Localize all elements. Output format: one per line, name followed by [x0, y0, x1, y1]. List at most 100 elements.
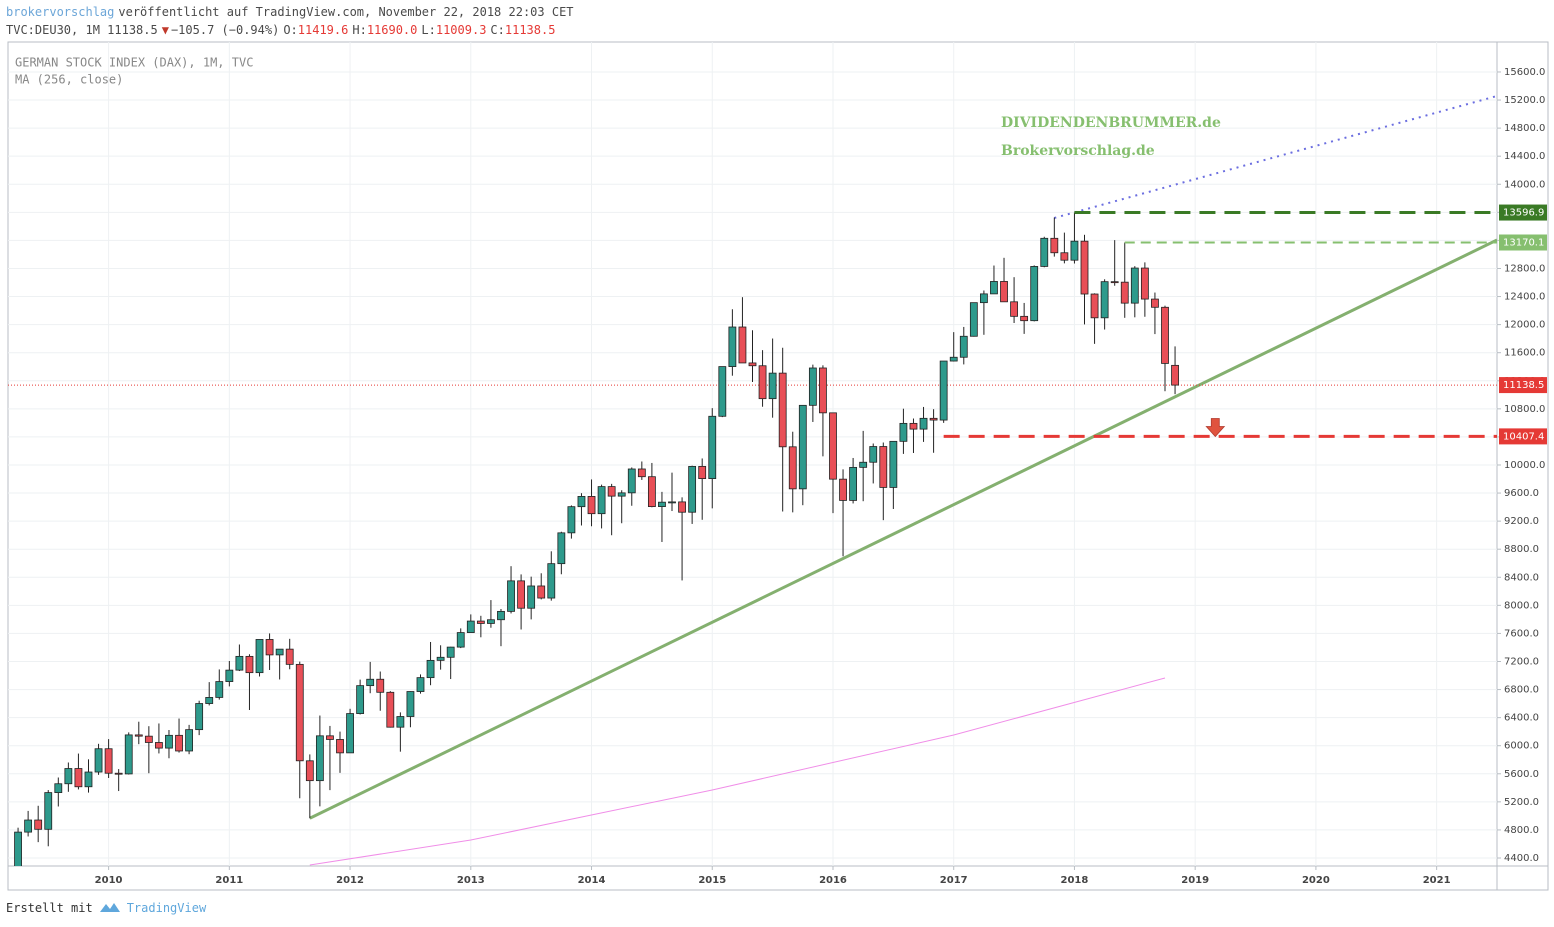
y-tick-label: 12000.0 — [1504, 320, 1545, 331]
candle-body — [788, 446, 797, 490]
candle-body — [969, 302, 978, 337]
x-tick-label: 2021 — [1423, 875, 1451, 886]
candle-body — [1010, 301, 1018, 317]
candle-body — [748, 362, 757, 367]
candle-body — [990, 281, 998, 295]
y-tick-label: 11600.0 — [1504, 348, 1545, 359]
candle-body — [295, 663, 304, 762]
candle-body — [979, 293, 988, 304]
watermark: DIVIDENDENBRUMMER.de — [1001, 115, 1221, 131]
legend-ma: MA (256, close) — [15, 73, 123, 87]
candle-body — [114, 772, 123, 775]
candle-body — [1130, 267, 1139, 304]
candle-body — [567, 506, 576, 534]
candle-body — [416, 677, 425, 692]
legend-symbol: GERMAN STOCK INDEX (DAX), 1M, TVC — [15, 56, 253, 70]
author[interactable]: brokervorschlag — [6, 5, 115, 19]
x-tick-label: 2012 — [336, 875, 364, 886]
candle-body — [1161, 306, 1169, 364]
candle-body — [305, 760, 314, 782]
candle-body — [728, 326, 737, 367]
y-tick-label: 7200.0 — [1504, 656, 1539, 667]
level-label: 13170.1 — [1503, 238, 1544, 249]
candle-body — [1100, 281, 1109, 319]
candle-body — [205, 697, 214, 704]
candle-body — [909, 422, 918, 430]
candle-body — [819, 367, 827, 414]
candle-body — [778, 372, 787, 448]
candle-body — [336, 739, 344, 754]
candle-body — [215, 681, 224, 698]
candle-body — [1050, 237, 1059, 254]
candle-body — [275, 648, 284, 656]
plot — [8, 95, 1497, 866]
candle-body — [758, 365, 767, 400]
published: veröffentlicht auf TradingView.com, Nove… — [118, 5, 574, 19]
x-tick-label: 2018 — [1061, 875, 1089, 886]
y-tick-label: 9600.0 — [1504, 488, 1539, 499]
y-tick-label: 5200.0 — [1504, 797, 1539, 808]
change: −105.7 (−0.94%) — [170, 23, 280, 37]
candle-body — [497, 610, 505, 621]
y-tick-label: 14800.0 — [1504, 123, 1545, 134]
y-tick-label: 6400.0 — [1504, 713, 1539, 724]
candle-body — [195, 703, 204, 731]
y-tick-label: 15200.0 — [1504, 95, 1545, 106]
y-tick-label: 8000.0 — [1504, 600, 1539, 611]
x-tick-label: 2014 — [578, 875, 606, 886]
candle-body — [74, 768, 83, 788]
l-value: 11009.3 — [435, 23, 487, 37]
chart-frame — [7, 41, 1549, 891]
candle-body — [1171, 364, 1179, 386]
candle-body — [255, 639, 264, 674]
level-label-box — [1499, 428, 1547, 445]
candle-body — [436, 656, 445, 661]
candle-body — [165, 734, 173, 749]
chart: 4400.0 4800.0 5200.0 5600.0 6000.0 6400.0 6800… — [7, 41, 1549, 891]
candle-body — [658, 501, 666, 508]
candle-body — [446, 646, 455, 658]
level-label-box — [1499, 234, 1547, 251]
brand[interactable]: TradingView — [126, 901, 207, 915]
candle-body — [517, 580, 526, 609]
candle-body — [396, 716, 405, 728]
candle-body — [668, 501, 676, 504]
candle-body — [1040, 237, 1049, 267]
candle-body — [738, 326, 747, 364]
x-tick-label: 2013 — [457, 875, 485, 886]
candle-body — [346, 713, 354, 754]
candle-body — [476, 620, 485, 624]
moving-average — [309, 677, 1166, 866]
candle-body — [1060, 252, 1069, 261]
level-label-box — [1499, 204, 1547, 221]
candle-body — [44, 792, 53, 830]
candle-body — [718, 366, 727, 417]
level-label: 13596.9 — [1503, 208, 1544, 219]
candle-body — [1090, 293, 1099, 319]
h-value: 11690.0 — [366, 23, 418, 37]
candle-body — [597, 486, 606, 515]
candle-body — [235, 655, 244, 671]
y-tick-label: 8800.0 — [1504, 544, 1539, 555]
axis-labels: 4400.0 4800.0 5200.0 5600.0 6000.0 6400.0 6800… — [95, 67, 1547, 886]
candle-body — [1110, 281, 1119, 284]
y-tick-label: 15600.0 — [1504, 67, 1545, 78]
candle-body — [688, 465, 697, 513]
created-with: Erstellt mit — [6, 901, 93, 915]
watermark: Brokervorschlag.de — [1001, 143, 1155, 159]
candle-body — [456, 632, 465, 648]
candle-body — [798, 404, 807, 490]
y-tick-label: 14400.0 — [1504, 151, 1545, 162]
x-tick-label: 2016 — [819, 875, 847, 886]
candle-body — [768, 372, 777, 400]
candle-body — [929, 417, 938, 421]
c-label: C: — [490, 23, 505, 37]
candle-body — [144, 735, 153, 743]
candle-body — [889, 440, 898, 488]
candle-body — [849, 466, 858, 501]
candle-body — [839, 478, 847, 501]
y-tick-label: 7600.0 — [1504, 628, 1539, 639]
candle-body — [1151, 298, 1159, 308]
last-price-box — [1499, 377, 1547, 394]
